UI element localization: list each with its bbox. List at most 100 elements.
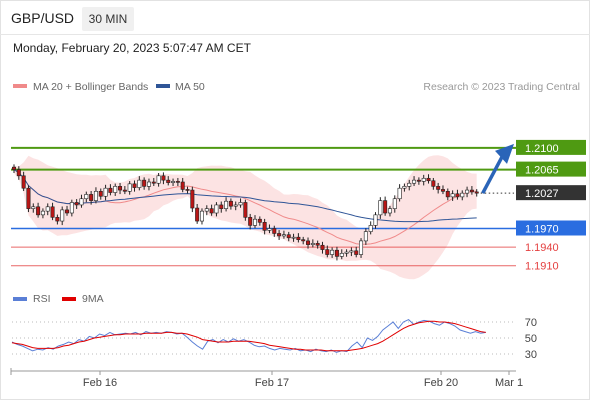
candle-body: [137, 179, 142, 188]
candle-body: [402, 186, 407, 189]
candle-body: [89, 194, 94, 201]
candle: [253, 215, 258, 229]
candle: [431, 177, 436, 190]
candle: [469, 186, 474, 195]
candle: [113, 183, 118, 196]
time-axis: Feb 16 Feb 17 Feb 20 Mar 1: [10, 368, 523, 389]
candle: [74, 199, 79, 209]
candle: [127, 181, 132, 195]
candle-body: [132, 183, 137, 188]
candle: [209, 204, 214, 216]
candle-body: [214, 204, 219, 214]
candle: [426, 174, 431, 184]
candle-body: [339, 253, 344, 257]
candle-body: [238, 202, 243, 206]
candle: [214, 202, 219, 217]
candle: [368, 221, 373, 235]
candle-body: [31, 206, 36, 209]
candle: [118, 182, 123, 195]
candle: [185, 186, 190, 194]
candle-body: [363, 231, 368, 242]
candle: [142, 177, 147, 190]
candle-body: [301, 239, 306, 242]
candle-body: [204, 208, 209, 212]
rsi-ma-legend-swatch: [62, 297, 76, 301]
candle: [243, 199, 248, 221]
candle-body: [373, 214, 378, 226]
timeframe-button[interactable]: 30 MIN: [82, 7, 134, 31]
price-panel: 1.2100 1.2065 1.2027 1.1970 1.1940 1.1910: [11, 139, 586, 280]
candle: [45, 203, 50, 216]
candle-body: [93, 191, 98, 201]
price-tag-1.2027: [516, 185, 586, 201]
candle-body: [387, 208, 392, 214]
candle-body: [445, 191, 450, 198]
candle: [12, 164, 17, 174]
candle-body: [108, 187, 113, 193]
candle-body: [113, 186, 118, 193]
candle-body: [344, 251, 349, 254]
candle: [330, 247, 335, 258]
candle-body: [267, 228, 272, 231]
candle-body: [69, 202, 74, 214]
candle-body: [281, 234, 286, 237]
rsi-ma-legend-label: 9MA: [82, 293, 104, 305]
candle-body: [224, 200, 229, 209]
candle-body: [407, 182, 412, 187]
candle: [363, 228, 368, 245]
top-legend: MA 20 + Bollinger Bands MA 50 Research ©…: [13, 81, 580, 93]
candle-body: [199, 210, 204, 222]
candle-body: [12, 166, 17, 170]
candle-body: [161, 175, 166, 181]
price-tag-label-1.2027: 1.2027: [525, 188, 559, 200]
candle: [373, 212, 378, 229]
candle-body: [118, 186, 123, 191]
candle: [412, 176, 417, 187]
candle-body: [248, 217, 253, 226]
candle-body: [397, 187, 402, 200]
price-tag-label-1.1970: 1.1970: [525, 224, 559, 236]
candle-body: [426, 177, 431, 182]
candle-body: [60, 209, 65, 222]
candle-body: [272, 228, 277, 234]
candle: [65, 205, 70, 216]
candle-body: [310, 243, 315, 245]
candle: [359, 238, 364, 258]
candle: [180, 177, 185, 193]
candle-body: [142, 179, 147, 187]
candle-body: [450, 193, 455, 198]
rsi-line: [11, 319, 486, 353]
candle: [146, 178, 151, 191]
price-tag-1.2065: [516, 161, 586, 177]
price-label-1.1940: 1.1940: [525, 242, 559, 254]
candle-body: [349, 250, 354, 253]
candle: [474, 189, 479, 197]
forecast-arrow-shaft: [481, 156, 504, 194]
candle: [257, 216, 262, 226]
candle-body: [228, 200, 233, 207]
candle: [108, 184, 113, 196]
candle: [55, 214, 60, 225]
candle: [315, 240, 320, 249]
pair-title: GBP/USD: [11, 10, 75, 26]
candle: [344, 249, 349, 257]
candle-body: [368, 225, 373, 232]
candle-body: [180, 181, 185, 190]
candle-body: [359, 240, 364, 255]
candle-body: [315, 243, 320, 246]
candle-body: [392, 198, 397, 209]
candle: [320, 241, 325, 254]
candle: [436, 182, 441, 194]
candle-body: [233, 204, 238, 207]
candle-body: [98, 191, 103, 197]
candle: [272, 225, 277, 237]
candle-body: [306, 240, 311, 245]
candle: [334, 246, 339, 261]
candle: [151, 177, 156, 187]
candle-body: [320, 244, 325, 250]
candle-body: [122, 189, 127, 192]
candle: [21, 171, 26, 191]
candle-body: [190, 189, 195, 209]
